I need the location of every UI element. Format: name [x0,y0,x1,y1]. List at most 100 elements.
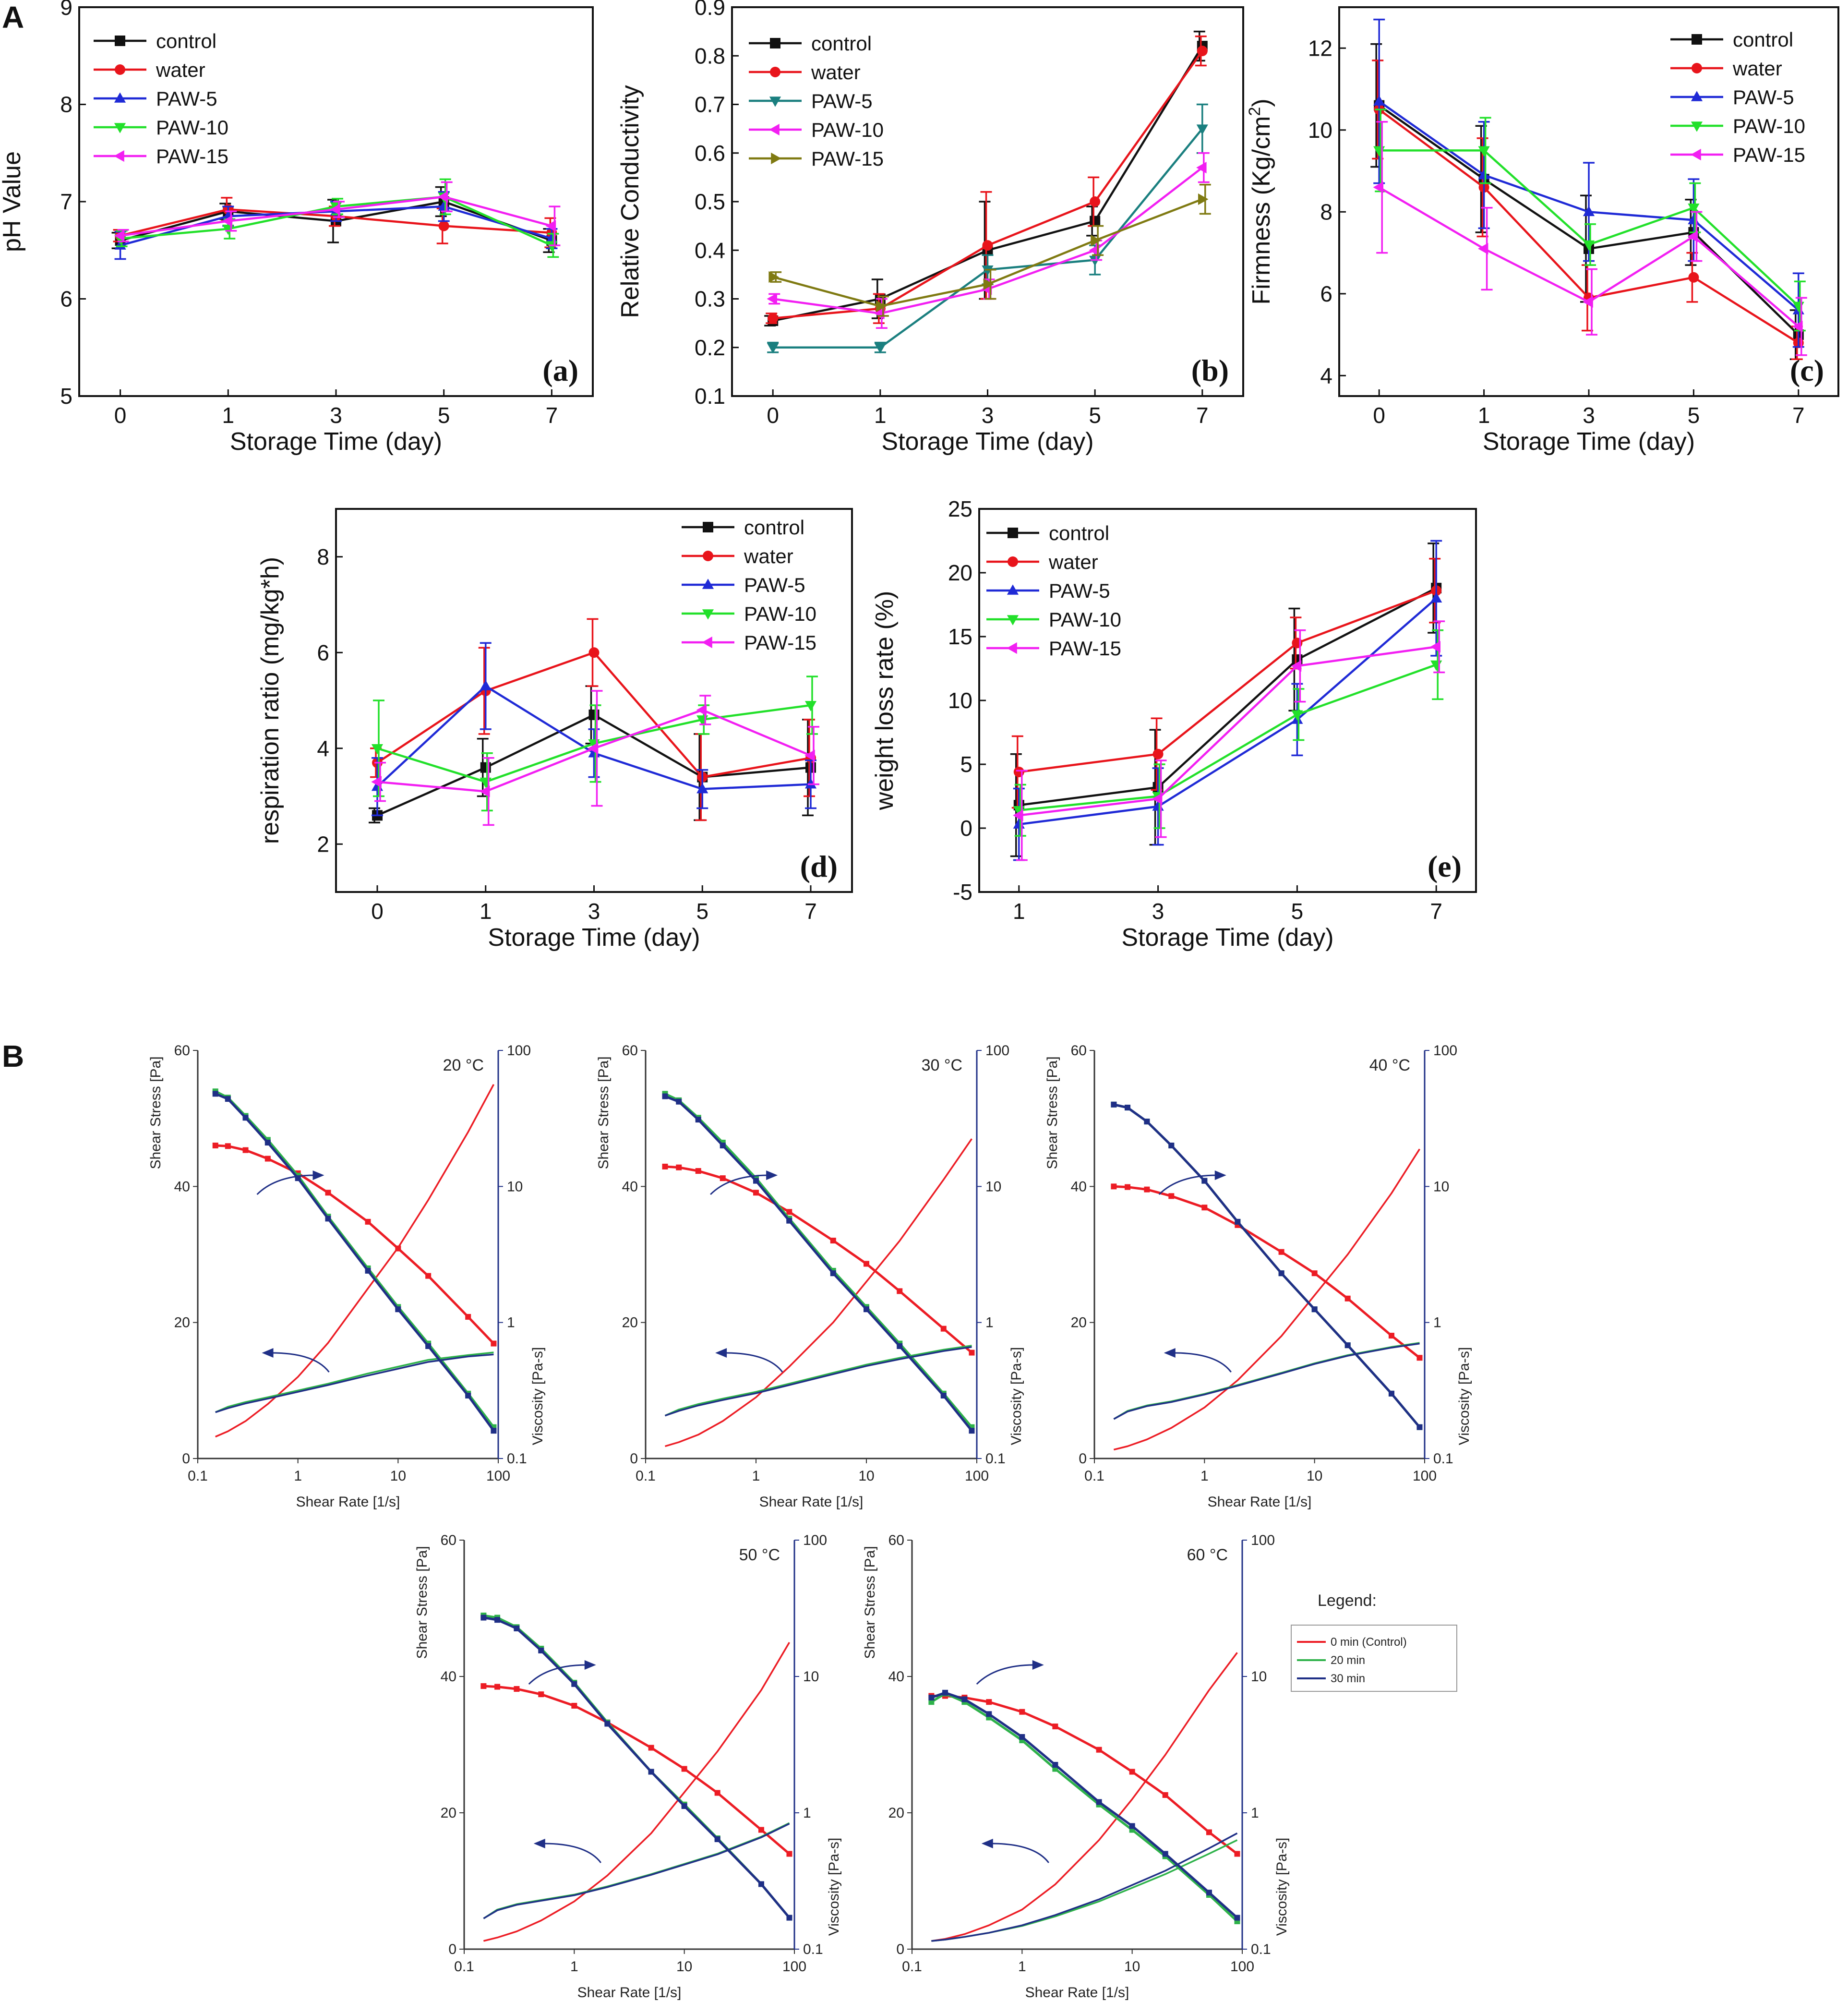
y-tick-label: 0.4 [695,238,725,263]
y-tick-label: 0.5 [695,189,725,214]
legend-label-control: control [1733,28,1793,51]
y-right-tick-label: 10 [1251,1669,1267,1685]
x-tick-label: 3 [1583,403,1595,428]
legend-label-paw-10: PAW-10 [744,603,816,625]
data-point [1416,1424,1423,1430]
data-point [1477,242,1488,255]
y-right-tick-label: 1 [1433,1315,1441,1331]
legend-label-paw-15: PAW-15 [156,145,228,168]
x-tick-label: 1 [570,1959,578,1975]
series-30-min-right [1111,1101,1423,1430]
series-paw-15 [114,181,561,246]
legend-marker [703,551,713,561]
rheology-chart-60c: 0.1 1 10 100 0 20 40 60 0.1 1 10 100 Shear Rate [1/s… [862,1532,1290,2001]
y-tick-label: 4 [1320,363,1332,388]
data-point [1152,748,1164,759]
data-point [983,278,994,290]
data-point [1129,1769,1135,1775]
x-tick-label: 1 [874,403,887,428]
x-tick-label: 10 [858,1468,874,1484]
chart-c-firmness: 4 6 8 10 12 0 1 3 5 7 Storage Time (day) Firmness (… [1246,6,1839,456]
x-tick-label: 0 [767,403,779,428]
data-point [786,1217,792,1224]
data-point [538,1691,544,1698]
data-point [1291,660,1302,672]
data-point [753,1190,759,1196]
arrow-head [1214,1170,1226,1180]
data-point [1388,1333,1394,1339]
x-tick-label: 5 [438,403,450,428]
x-tick-label: 0.1 [188,1468,208,1484]
y-axis-title: Firmness (Kg/cm2) [1246,98,1275,304]
y-tick-label: 25 [948,496,972,521]
data-point [480,1615,487,1621]
arrow-head [262,1348,274,1358]
data-point [1090,216,1101,227]
x-axis-title: Shear Rate [1/s] [1025,1985,1129,2001]
data-point [804,749,815,761]
y-tick-label: 40 [622,1179,638,1194]
data-point [786,1915,792,1921]
y-right-tick-label: 100 [803,1532,827,1548]
data-point [1013,809,1023,821]
data-point [1687,230,1698,242]
data-point [982,265,994,276]
series-line [483,1616,791,1919]
data-point [1089,244,1099,256]
series-line [483,1614,791,1919]
series-30-min-left [1113,1342,1420,1420]
data-point [696,783,708,794]
data-point [395,1245,401,1252]
y-tick-label: 4 [317,736,329,761]
legend-label-water: water [1048,551,1098,573]
data-point [1311,1306,1318,1313]
series-line [215,1351,494,1413]
y-right-tick-label: 1 [803,1805,811,1821]
series-30-min-right [662,1093,975,1434]
temperature-label: 40 °C [1369,1056,1410,1074]
data-point [961,1696,968,1702]
data-point [1198,193,1209,205]
series-line [483,1822,790,1919]
panel-tag: (e) [1428,849,1462,883]
data-point [695,1168,701,1174]
series-30-min-left [931,1832,1238,1942]
legend-label: 0 min (Control) [1331,1636,1407,1649]
y-right-tick-label: 0.1 [985,1451,1006,1467]
series-20-min-left [483,1822,790,1919]
panel-tag: (b) [1191,353,1229,387]
legend-marker [1007,642,1017,654]
x-tick-label: 1 [1200,1468,1209,1484]
data-point [1311,1270,1318,1277]
data-point [371,744,384,755]
data-point [864,1261,869,1267]
y-tick-label: 0.8 [695,43,725,68]
series-line [483,1642,791,1942]
data-point [1162,1792,1168,1798]
data-point [371,776,382,788]
data-point [1583,240,1595,251]
arrow-to-stress-axis [271,1352,330,1373]
series-20-min-right [1111,1101,1423,1430]
chart-b-relative-conductivity: 0.1 0.2 0.3 0.4 0.5 0.6 0.7 0.8 0.9 0 1 3 5 7 Storage … [616,0,1244,456]
arrow-head [312,1170,324,1180]
legend-label-paw-5: PAW-5 [156,87,217,110]
data-point [546,241,558,252]
y-axis-title: pH Value [0,151,26,252]
legend-marker [1007,615,1019,626]
y-axis-title-left: Shear Stress [Pa] [596,1056,612,1169]
legend-marker [1691,91,1703,101]
data-point [1583,296,1593,308]
legend-marker [702,636,712,649]
x-tick-label: 1 [1478,403,1490,428]
data-point [648,1745,654,1751]
data-point [767,293,777,305]
data-point [1019,1709,1025,1715]
series-line [664,1345,972,1417]
x-tick-label: 7 [1196,403,1209,428]
data-point [897,1288,903,1294]
data-point [982,240,993,251]
legend-marker [114,123,126,133]
data-point [1096,1747,1102,1753]
legend-marker [1691,148,1701,161]
